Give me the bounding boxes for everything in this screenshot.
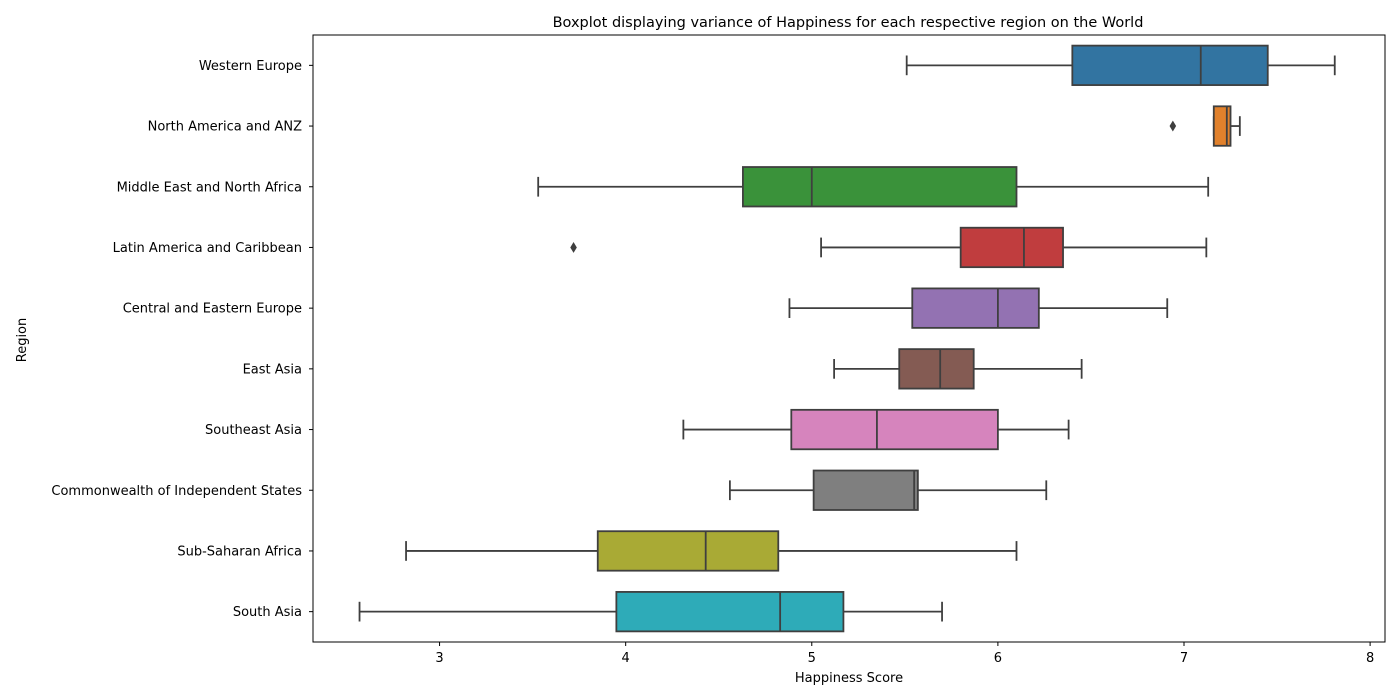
box-group [905,44,1336,86]
box-group [728,469,1048,511]
box-group [570,226,1208,269]
box [911,287,1040,329]
box [812,469,919,511]
x-tick-label: 7 [1180,651,1188,666]
y-tick-label: Sub-Saharan Africa [177,544,302,559]
y-tick-label: Middle East and North Africa [117,180,302,195]
y-tick-label: North America and ANZ [148,120,302,135]
box [742,166,1018,208]
box-group [537,166,1210,208]
box-group [788,287,1169,329]
x-tick-label: 4 [622,651,630,666]
box-group [358,591,943,633]
box [596,530,780,572]
y-tick-labels: Western Europe North America and ANZ Middl… [51,59,313,620]
boxes-layer [358,44,1336,633]
box [1212,105,1232,147]
x-tick-label: 8 [1366,651,1374,666]
x-tick-label: 3 [435,651,443,666]
outlier-point [1169,120,1177,132]
chart-title: Boxplot displaying variance of Happiness… [553,15,1144,31]
x-tick-labels: 3 4 5 6 7 8 [435,642,1374,666]
y-tick-label: Central and Eastern Europe [123,302,302,317]
box [1071,44,1269,86]
box [898,348,975,390]
box [615,591,845,633]
box-group [682,408,1070,451]
y-tick-label: East Asia [243,362,302,377]
x-tick-label: 6 [994,651,1002,666]
box-group [1169,105,1241,147]
plot-frame [312,34,1386,643]
y-tick-label: South Asia [233,605,302,620]
box-group [405,530,1018,572]
box [790,408,999,451]
y-tick-label: Latin America and Caribbean [113,241,302,256]
outlier-point [570,241,577,253]
box-group [833,348,1083,390]
y-tick-label: Southeast Asia [205,423,302,438]
x-tick-label: 5 [808,651,816,666]
y-tick-label: Commonwealth of Independent States [51,484,302,499]
box [959,226,1064,269]
y-tick-label: Western Europe [199,59,302,74]
y-axis-label: Region [15,318,30,363]
x-axis-label: Happiness Score [795,671,903,686]
